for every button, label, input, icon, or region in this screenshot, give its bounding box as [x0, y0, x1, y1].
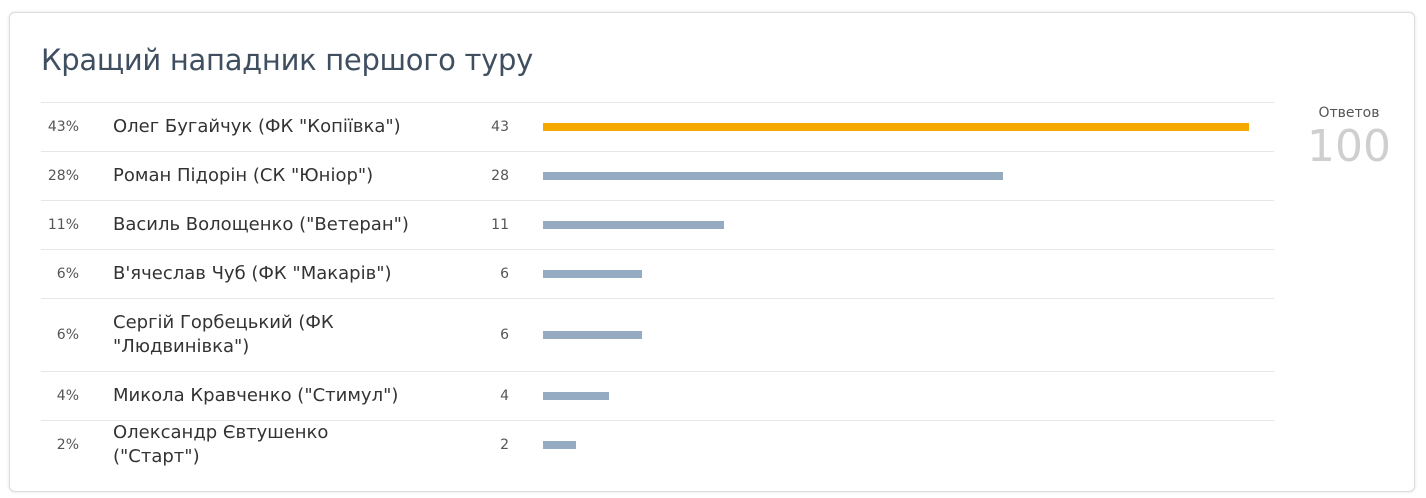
vote-bar: [543, 221, 724, 229]
percent-label: 6%: [56, 266, 79, 282]
vote-bar: [543, 123, 1249, 131]
vote-count: 4: [500, 388, 509, 404]
candidate-name: Роман Підорін (СК "Юніор"): [113, 165, 374, 186]
candidate-name: В'ячеслав Чуб (ФК "Макарів"): [113, 263, 392, 284]
total-answers: Ответов 100: [1293, 105, 1405, 171]
candidate-name: Олег Бугайчук (ФК "Копіївка"): [113, 116, 401, 137]
result-row: 4% Микола Кравченко ("Стимул") 4: [41, 371, 1274, 420]
vote-count: 28: [491, 168, 509, 184]
percent-label: 4%: [56, 388, 79, 404]
vote-bar: [543, 172, 1003, 180]
total-label: Ответов: [1318, 105, 1380, 121]
vote-bar: [543, 270, 642, 278]
candidate-name: Микола Кравченко ("Стимул"): [113, 385, 399, 406]
percent-label: 11%: [47, 217, 79, 233]
vote-bar: [543, 331, 642, 339]
candidate-name: Василь Волощенко ("Ветеран"): [113, 214, 409, 235]
result-row: 43% Олег Бугайчук (ФК "Копіївка") 43: [41, 102, 1274, 151]
result-row: 11% Василь Волощенко ("Ветеран") 11: [41, 200, 1274, 249]
total-value: 100: [1307, 121, 1391, 172]
vote-bar: [543, 392, 609, 400]
candidate-name: Сергій Горбецький (ФК "Людвинівка"): [113, 312, 334, 357]
vote-count: 11: [491, 217, 509, 233]
result-row: 6% В'ячеслав Чуб (ФК "Макарів") 6: [41, 249, 1274, 298]
percent-label: 6%: [56, 327, 79, 343]
poll-title: Кращий нападник першого туру: [41, 43, 533, 77]
candidate-name: Олександр Євтушенко ("Старт"): [113, 422, 329, 467]
result-row: 2% Олександр Євтушенко ("Старт") 2: [41, 420, 1274, 469]
vote-bar: [543, 441, 576, 449]
result-row: 28% Роман Підорін (СК "Юніор") 28: [41, 151, 1274, 200]
vote-count: 6: [500, 327, 509, 343]
poll-card: Кращий нападник першого туру 43% Олег Буг…: [9, 12, 1415, 492]
percent-label: 2%: [56, 437, 79, 453]
results-list: 43% Олег Бугайчук (ФК "Копіївка") 43 28% Ром…: [41, 102, 1274, 469]
vote-count: 43: [491, 119, 509, 135]
percent-label: 43%: [47, 119, 79, 135]
result-row: 6% Сергій Горбецький (ФК "Людвинівка") 6: [41, 298, 1274, 371]
vote-count: 6: [500, 266, 509, 282]
percent-label: 28%: [47, 168, 79, 184]
vote-count: 2: [500, 437, 509, 453]
